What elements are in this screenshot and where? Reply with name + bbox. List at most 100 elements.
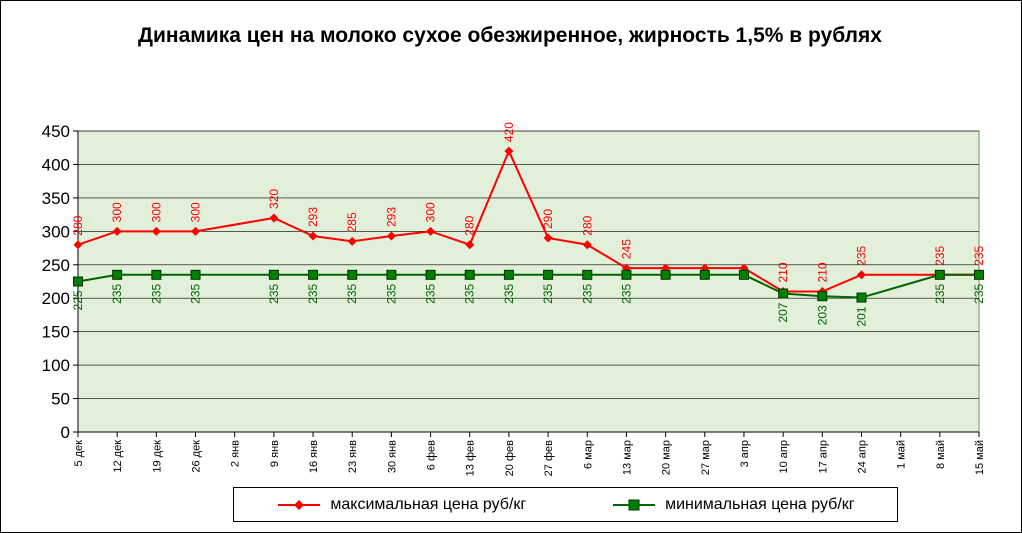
max-price-label: 210 [815,262,829,282]
x-tick-label: 19 дек [151,440,163,473]
min-price-label: 201 [854,306,868,326]
min-price-label: 203 [815,305,829,325]
y-tick-label: 450 [42,122,70,141]
x-tick-label: 24 апр [856,440,868,473]
min-price-point [347,269,358,280]
x-tick-label: 3 апр [739,440,751,467]
max-price-point [504,146,514,156]
max-price-label: 300 [149,202,163,222]
x-tick-label: 2 янв [230,440,242,467]
series-line-max [77,148,979,293]
min-price-point [738,269,749,280]
max-price-point [582,240,592,250]
x-tick-label: 6 мар [582,440,594,469]
min-price-point [503,269,514,280]
max-price-label: 300 [424,202,438,222]
x-tick-label: 9 янв [269,440,281,467]
max-price-point [465,240,475,250]
min-price-label: 235 [267,283,281,303]
legend-item-min: минимальная цена руб/кг [611,496,855,514]
max-price-label: 280 [580,215,594,235]
min-price-point [856,292,867,303]
min-price-point [778,288,789,299]
x-tick-label: 13 фев [465,440,477,476]
max-price-label: 235 [854,245,868,265]
min-price-point [386,269,397,280]
legend-key-min [613,499,656,510]
min-price-label: 235 [424,283,438,303]
min-price-point [582,269,593,280]
min-price-point [974,269,984,280]
legend: максимальная цена руб/кг минимальная цен… [233,487,898,522]
min-price-point [621,269,632,280]
y-tick-label: 350 [42,189,70,208]
max-price-label: 235 [972,245,986,265]
max-price-point [856,270,866,280]
max-price-point [191,226,201,236]
max-price-point [269,213,279,223]
max-price-label: 235 [933,245,947,265]
min-price-point [543,269,554,280]
x-tick-label: 16 янв [308,440,320,473]
min-price-point [660,269,671,280]
min-price-label: 235 [619,283,633,303]
max-price-label: 285 [345,212,359,232]
series-line-min [77,273,979,299]
min-price-label: 235 [384,283,398,303]
max-price-label: 293 [306,207,320,227]
legend-item-max: максимальная цена руб/кг [276,496,526,514]
max-price-point [308,231,318,241]
max-price-label: 280 [463,215,477,235]
x-tick-label: 27 мар [700,440,712,475]
min-price-point [425,269,436,280]
x-tick-label: 5 дек [73,440,85,467]
min-price-point [268,269,279,280]
x-axis: 5 дек 12 дек 19 дек 26 дек 2 янв 9 янв 16 янв 2… [73,431,986,476]
min-price-label: 235 [502,283,516,303]
x-tick-label: 20 мар [661,440,673,475]
x-tick-label: 13 мар [621,440,633,475]
max-price-point [112,226,122,236]
max-price-label: 320 [267,189,281,209]
max-price-label: 300 [189,202,203,222]
chart-title: Динамика цен на молоко сухое обезжиренно… [138,24,882,47]
y-tick-label: 300 [42,222,70,241]
min-price-point [934,269,945,280]
y-tick-label: 250 [42,256,70,275]
max-price-label: 293 [384,207,398,227]
series-layer [73,146,984,303]
max-price-label: 210 [776,262,790,282]
min-price-label: 235 [580,283,594,303]
x-tick-label: 17 апр [817,440,829,473]
max-price-label: 280 [71,215,85,235]
max-price-label: 245 [619,239,633,259]
max-price-point [151,226,161,236]
y-tick-label: 100 [42,356,70,375]
max-price-point [73,240,83,250]
x-tick-label: 20 фев [504,440,516,476]
min-price-label: 235 [972,283,986,303]
data-labels: 280 300 300 300 320 293 285 293 300 280 420 290 280 2… [71,122,986,327]
min-price-label: 207 [776,302,790,322]
x-tick-label: 6 фев [426,440,438,470]
max-price-point [543,233,553,243]
x-tick-label: 26 дек [191,440,203,473]
min-price-label: 235 [463,283,477,303]
x-tick-label: 30 янв [386,440,398,473]
x-tick-label: 15 май [974,440,986,475]
min-price-point [699,269,710,280]
min-price-point [151,269,162,280]
y-tick-label: 150 [42,323,70,342]
min-price-point [308,269,319,280]
x-tick-label: 12 дек [112,440,124,473]
max-price-label: 300 [110,202,124,222]
gridlines [78,130,979,399]
x-tick-label: 1 май [896,440,908,469]
min-price-point [112,269,123,280]
legend-label-max: максимальная цена руб/кг [330,495,527,513]
min-price-point [73,276,83,287]
min-price-label: 235 [189,283,203,303]
min-price-label: 235 [541,283,555,303]
legend-label-min: минимальная цена руб/кг [665,495,855,513]
max-price-label: 420 [502,122,516,142]
